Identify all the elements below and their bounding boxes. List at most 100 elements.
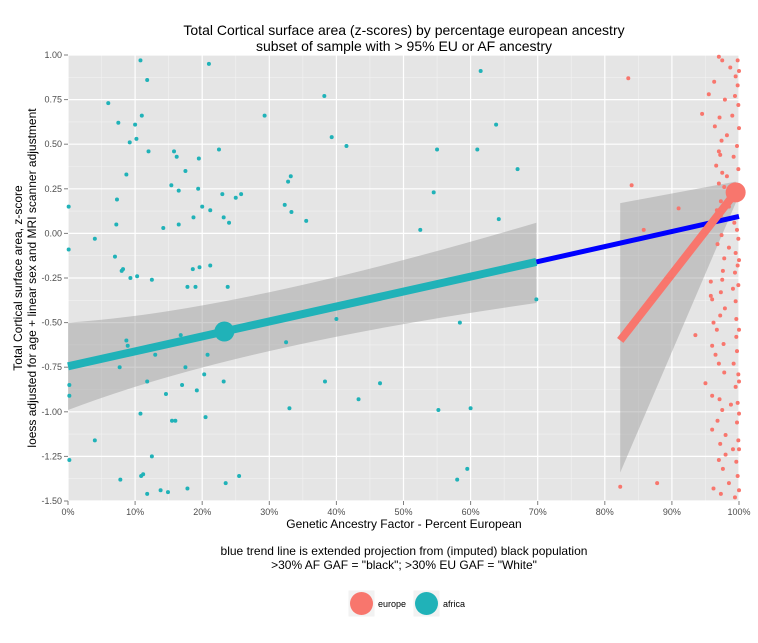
data-point-europe — [736, 236, 741, 241]
data-point-africa — [124, 172, 129, 177]
data-point-europe — [722, 306, 727, 311]
legend-label-africa: africa — [443, 599, 465, 609]
data-point-africa — [221, 215, 226, 220]
data-point-africa — [173, 418, 178, 423]
group-means — [214, 182, 746, 342]
x-tick-label: 10% — [126, 507, 144, 517]
data-point-africa — [194, 388, 199, 393]
data-point-africa — [149, 454, 154, 459]
data-point-africa — [124, 338, 129, 343]
x-tick-label: 40% — [327, 507, 345, 517]
data-points — [66, 54, 741, 500]
data-point-africa — [262, 113, 267, 118]
data-point-africa — [128, 276, 133, 280]
y-tick-label: 0.75 — [44, 95, 62, 105]
chart-subtitle: subset of sample with > 95% EU or AF anc… — [256, 38, 552, 54]
data-point-africa — [145, 379, 150, 384]
data-point-africa — [435, 147, 440, 152]
data-point-africa — [170, 418, 175, 423]
data-point-europe — [720, 268, 725, 273]
data-point-africa — [356, 397, 361, 402]
data-point-africa — [118, 477, 123, 482]
data-point-africa — [455, 477, 460, 482]
data-point-africa — [494, 122, 499, 127]
data-point-africa — [114, 222, 119, 227]
data-point-europe — [735, 83, 740, 88]
data-point-europe — [710, 297, 715, 302]
data-point-europe — [733, 384, 738, 389]
data-point-europe — [718, 199, 723, 204]
ribbon-europe — [620, 181, 736, 473]
data-point-europe — [737, 327, 741, 332]
data-point-africa — [176, 222, 181, 227]
data-point-europe — [655, 481, 660, 486]
data-point-europe — [710, 393, 715, 398]
data-point-europe — [733, 251, 738, 256]
data-point-africa — [190, 267, 195, 272]
data-point-africa — [216, 147, 221, 152]
data-point-africa — [221, 379, 226, 384]
data-point-europe — [717, 397, 722, 402]
data-point-africa — [67, 383, 72, 388]
y-axis-ticks: -1.50 -1.25 -1.00 -0.75 -0.50 -0.25 0.00 0.25 0.… — [41, 50, 68, 506]
trend-line-africa — [67, 258, 538, 371]
data-point-europe — [720, 58, 725, 63]
data-point-africa — [233, 195, 238, 200]
chart-title: Total Cortical surface area (z-scores) b… — [183, 22, 624, 38]
data-point-africa — [515, 167, 520, 172]
data-point-europe — [735, 474, 740, 479]
data-point-africa — [200, 204, 205, 209]
data-point-europe — [718, 290, 723, 295]
y-axis-label-line1: Total Cortical surface area, z-score — [11, 185, 25, 371]
data-point-europe — [711, 320, 716, 325]
data-point-europe — [734, 227, 739, 232]
data-point-africa — [149, 277, 154, 282]
data-point-africa — [133, 122, 138, 127]
data-point-europe — [737, 379, 741, 384]
y-tick-label: 0.50 — [44, 139, 62, 149]
y-tick-label: -1.50 — [41, 496, 62, 506]
data-point-africa — [134, 136, 139, 141]
data-point-europe — [716, 361, 721, 366]
data-point-europe — [737, 126, 741, 131]
data-point-africa — [344, 143, 349, 148]
data-point-europe — [676, 206, 681, 211]
data-point-europe — [732, 220, 737, 225]
data-point-europe — [708, 293, 713, 298]
data-point-europe — [736, 283, 741, 288]
x-tick-label: 50% — [394, 507, 412, 517]
legend-swatch-africa — [415, 592, 438, 615]
data-point-europe — [726, 245, 731, 250]
caption-line1: blue trend line is extended projection f… — [221, 544, 588, 558]
data-point-africa — [288, 174, 293, 179]
y-tick-label: 0.00 — [44, 228, 62, 238]
data-point-africa — [145, 491, 150, 496]
x-tick-label: 70% — [529, 507, 547, 517]
data-point-europe — [710, 427, 715, 432]
data-point-europe — [718, 441, 723, 446]
data-point-africa — [163, 391, 168, 396]
data-point-africa — [208, 208, 213, 213]
data-point-africa — [121, 267, 126, 272]
data-point-africa — [138, 411, 143, 416]
data-point-africa — [304, 218, 309, 223]
y-tick-label: -0.75 — [41, 362, 62, 372]
data-point-africa — [139, 113, 144, 118]
data-point-africa — [457, 320, 462, 325]
data-point-africa — [197, 265, 202, 270]
data-point-africa — [67, 393, 72, 398]
data-point-africa — [127, 140, 132, 145]
data-point-africa — [145, 77, 150, 82]
data-point-europe — [629, 183, 634, 188]
data-point-europe — [710, 343, 715, 348]
data-point-africa — [286, 179, 291, 184]
data-point-europe — [733, 74, 738, 79]
group-mean-africa — [214, 321, 235, 342]
data-point-africa — [146, 149, 151, 154]
data-point-africa — [208, 263, 213, 268]
data-point-europe — [719, 138, 724, 143]
x-tick-label: 30% — [260, 507, 278, 517]
data-point-africa — [92, 438, 97, 443]
data-point-africa — [334, 317, 339, 322]
data-point-europe — [724, 174, 729, 179]
